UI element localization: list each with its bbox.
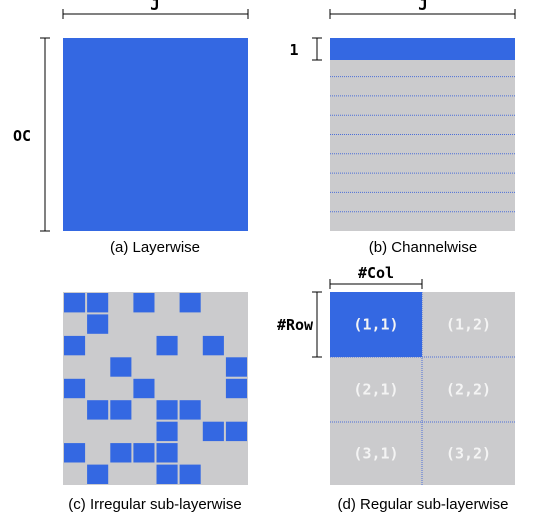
irregular-block	[156, 335, 178, 356]
layerwise-block	[63, 38, 248, 231]
j-label-a: J	[150, 0, 160, 14]
col-label: #Col	[358, 264, 394, 282]
oc-label: OC	[13, 127, 31, 145]
irregular-block	[64, 335, 86, 356]
irregular-block	[87, 400, 109, 420]
caption-a: (a) Layerwise	[110, 239, 200, 256]
j-label-b: J	[418, 0, 428, 14]
irregular-block	[202, 421, 224, 442]
irregular-block	[87, 314, 109, 334]
irregular-block	[156, 421, 178, 442]
block-label: (3,2)	[446, 445, 491, 463]
block-label: (2,2)	[446, 381, 491, 399]
irregular-block	[156, 464, 178, 484]
irregular-block	[64, 443, 86, 463]
irregular-block	[225, 421, 247, 442]
irregular-block	[179, 400, 201, 420]
regular-blocks: (1,1) (1,2) (2,1) (2,2) (3,1) (3,2)	[330, 292, 515, 485]
irregular-block	[179, 464, 201, 484]
irregular-block	[133, 378, 155, 399]
highlighted-channel	[330, 38, 515, 60]
irregular-block	[87, 293, 109, 313]
irregular-block	[179, 293, 201, 313]
panel-a: J OC (a) Layerwise	[13, 0, 249, 256]
irregular-block	[64, 378, 86, 399]
highlighted-block	[330, 292, 422, 357]
irregular-block	[110, 400, 132, 420]
irregular-block	[110, 357, 132, 377]
irregular-block	[133, 443, 155, 463]
irregular-block	[64, 293, 86, 313]
caption-c: (c) Irregular sub-layerwise	[68, 496, 241, 513]
caption-b: (b) Channelwise	[369, 239, 477, 256]
block-label: (3,1)	[353, 445, 398, 463]
one-label: 1	[289, 41, 298, 59]
panel-c: (c) Irregular sub-layerwise	[63, 292, 248, 513]
irregular-block	[202, 335, 224, 356]
panel-b: J 1 (b) Channelwise	[289, 0, 516, 256]
row-label: #Row	[277, 316, 314, 334]
block-label: (1,1)	[353, 316, 398, 334]
irregular-block	[225, 357, 247, 377]
irregular-block	[87, 464, 109, 484]
irregular-block	[156, 443, 178, 463]
irregular-block	[110, 443, 132, 463]
block-label: (2,1)	[353, 381, 398, 399]
irregular-blocks	[64, 293, 247, 484]
panel-d: #Col #Row (1,1) (1,2) (2,1) (2,2) (3,1) (3,2)…	[277, 264, 515, 513]
irregular-block	[133, 293, 155, 313]
irregular-block	[156, 400, 178, 420]
block-label: (1,2)	[446, 316, 491, 334]
irregular-block	[225, 378, 247, 399]
caption-d: (d) Regular sub-layerwise	[338, 496, 509, 513]
channel-dividers	[330, 56, 515, 213]
